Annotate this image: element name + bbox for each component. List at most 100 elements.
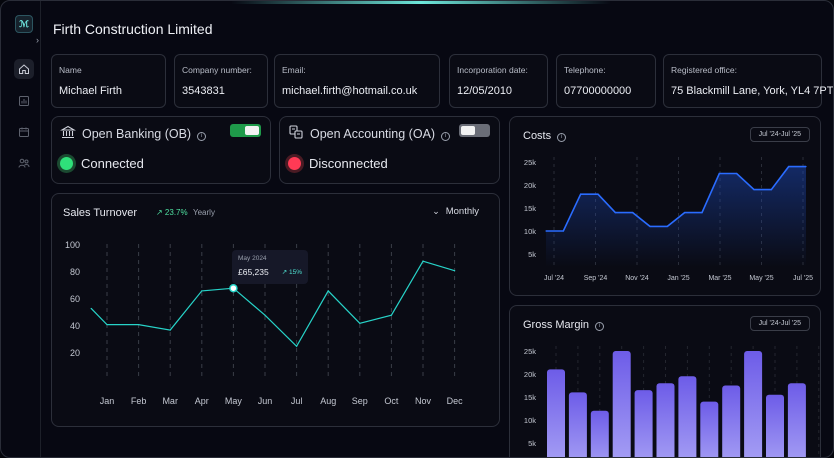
open-banking-card: Open Banking (OB) i Connected	[51, 116, 271, 184]
status-dot-green	[60, 157, 73, 170]
sales-point	[90, 307, 92, 310]
open-accounting-status: Disconnected	[288, 156, 388, 171]
y-tick-label: 25k	[524, 347, 536, 356]
status-text: Connected	[81, 156, 144, 171]
margin-bar	[612, 351, 631, 457]
margin-bar	[787, 383, 806, 457]
x-tick-label: Jul	[291, 396, 303, 406]
x-tick-label: Nov	[415, 396, 432, 406]
x-tick-label: Feb	[131, 396, 147, 406]
x-tick-label: Dec	[447, 396, 464, 406]
y-tick-label: 5k	[528, 439, 536, 448]
open-accounting-toggle[interactable]	[459, 124, 490, 137]
info-label: Registered office:	[671, 65, 737, 75]
costs-title: Costs i	[523, 130, 567, 142]
info-icon[interactable]: i	[557, 133, 567, 142]
margin-bar	[590, 410, 609, 457]
sales-point	[422, 260, 424, 262]
y-tick-label: 80	[70, 267, 80, 277]
info-value: Michael Firth	[59, 85, 122, 97]
costs-point	[614, 212, 616, 214]
x-tick-label: Sep '24	[584, 275, 608, 282]
tooltip-change: ↗ 15%	[281, 269, 302, 276]
x-tick-label: May	[225, 396, 243, 406]
tooltip-month: May 2024	[238, 255, 267, 262]
info-label: Telephone:	[564, 65, 606, 75]
page-title: Firth Construction Limited	[53, 21, 213, 37]
gross-margin-title: Gross Margin i	[523, 319, 605, 331]
info-card-telephone: Telephone: 07700000000	[556, 54, 656, 108]
app-logo: ℳ	[15, 15, 33, 33]
people-icon[interactable]	[14, 153, 34, 173]
sales-point	[169, 329, 171, 331]
costs-point	[770, 189, 772, 191]
sales-change-period: Yearly	[193, 208, 215, 217]
margin-bar	[656, 383, 675, 457]
margin-bar	[700, 401, 719, 457]
y-tick-label: 20	[70, 348, 80, 358]
period-select[interactable]: ⌄ Monthly	[432, 206, 479, 217]
y-tick-label: 5k	[528, 250, 536, 259]
margin-bar	[766, 394, 784, 457]
info-value: 07700000000	[564, 85, 632, 97]
costs-point	[649, 225, 651, 227]
chart-icon[interactable]	[14, 91, 34, 111]
x-tick-label: Jul '24	[544, 275, 564, 282]
costs-point	[666, 225, 668, 227]
info-value: 3543831	[182, 85, 225, 97]
sales-point	[359, 322, 361, 324]
info-card-company-number: Company number: 3543831	[174, 54, 268, 108]
sales-point	[264, 314, 266, 316]
sidebar: ℳ ›	[1, 1, 41, 457]
sales-point	[390, 314, 392, 316]
info-label: Company number:	[182, 65, 252, 75]
info-label: Incorporation date:	[457, 65, 528, 75]
sales-title: Sales Turnover	[63, 207, 137, 219]
margin-bar	[722, 385, 741, 457]
info-value: 12/05/2010	[457, 85, 513, 97]
costs-line	[546, 165, 806, 232]
calendar-icon[interactable]	[14, 122, 34, 142]
period-select-value: Monthly	[445, 206, 479, 217]
info-value: michael.firth@hotmail.co.uk	[282, 85, 418, 97]
status-dot-red	[288, 157, 301, 170]
sales-point	[138, 324, 140, 326]
x-tick-label: Mar	[162, 396, 178, 406]
y-tick-label: 25k	[524, 158, 536, 167]
margin-bar	[547, 369, 565, 457]
y-tick-label: 15k	[524, 393, 536, 402]
chevron-right-icon[interactable]: ›	[36, 35, 39, 45]
info-icon[interactable]: i	[441, 132, 451, 141]
sales-change: ↗ 23.7%	[156, 208, 188, 217]
sales-point	[106, 324, 108, 326]
costs-area	[546, 166, 806, 267]
info-icon[interactable]: i	[595, 322, 605, 331]
sales-tooltip: May 2024 £65,235 ↗ 15%	[232, 250, 308, 284]
info-icon[interactable]: i	[197, 132, 207, 141]
toggle-knob	[245, 126, 259, 135]
y-tick-label: 10k	[524, 227, 536, 236]
open-banking-status: Connected	[60, 156, 144, 171]
costs-panel: Costs i Jul '24-Jul '25 5k 10k 15k 20k 25k Jul…	[509, 116, 821, 296]
y-tick-label: 20k	[524, 181, 536, 190]
open-accounting-title: Open Accounting (OA) i	[310, 127, 451, 141]
top-glow	[231, 1, 611, 4]
costs-point	[788, 166, 790, 168]
gross-margin-range-select[interactable]: Jul '24-Jul '25	[749, 316, 810, 331]
info-label: Email:	[282, 65, 306, 75]
open-accounting-card: Open Accounting (OA) i Disconnected	[279, 116, 500, 184]
home-icon[interactable]	[14, 59, 34, 79]
open-banking-toggle[interactable]	[230, 124, 261, 137]
costs-chart: 5k 10k 15k 20k 25k Jul '24 Sep '24 Nov '24 Jan '…	[524, 157, 813, 282]
costs-range-select[interactable]: Jul '24-Jul '25	[749, 127, 810, 142]
open-banking-label: Open Banking (OB)	[82, 127, 192, 141]
costs-point	[701, 212, 703, 214]
y-tick-label: 10k	[524, 416, 536, 425]
info-card-email: Email: michael.firth@hotmail.co.uk	[274, 54, 440, 108]
costs-point	[718, 172, 720, 175]
sales-point	[296, 345, 298, 347]
sales-point	[201, 290, 203, 292]
costs-point	[580, 193, 582, 195]
x-tick-label: Jan '25	[667, 275, 689, 282]
